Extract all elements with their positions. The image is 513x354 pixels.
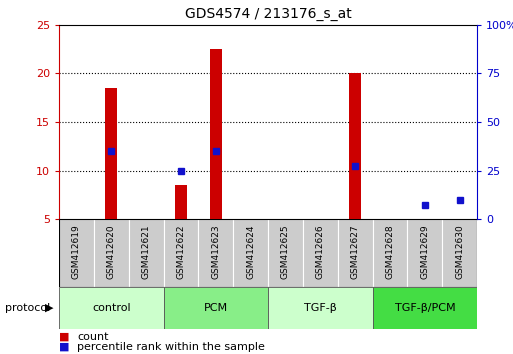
Bar <box>129 219 164 287</box>
Bar <box>372 287 477 329</box>
Text: GSM412619: GSM412619 <box>72 224 81 279</box>
Text: protocol: protocol <box>5 303 50 313</box>
Text: ▶: ▶ <box>45 303 54 313</box>
Text: ■: ■ <box>59 342 69 352</box>
Text: GSM412630: GSM412630 <box>455 224 464 279</box>
Bar <box>94 219 129 287</box>
Bar <box>175 185 187 219</box>
Text: GSM412623: GSM412623 <box>211 224 220 279</box>
Bar <box>349 73 361 219</box>
Text: GSM412621: GSM412621 <box>142 224 151 279</box>
Text: GSM412622: GSM412622 <box>176 224 185 279</box>
Bar <box>210 49 222 219</box>
Text: GSM412620: GSM412620 <box>107 224 116 279</box>
Text: TGF-β/PCM: TGF-β/PCM <box>394 303 455 313</box>
Text: TGF-β: TGF-β <box>304 303 337 313</box>
Bar <box>105 88 117 219</box>
Text: GSM412626: GSM412626 <box>316 224 325 279</box>
Bar <box>372 219 407 287</box>
Text: GSM412628: GSM412628 <box>385 224 394 279</box>
Bar <box>338 219 372 287</box>
Text: PCM: PCM <box>204 303 228 313</box>
Text: ■: ■ <box>59 332 69 342</box>
Text: GSM412627: GSM412627 <box>351 224 360 279</box>
Bar <box>233 219 268 287</box>
Text: percentile rank within the sample: percentile rank within the sample <box>77 342 265 352</box>
Text: count: count <box>77 332 108 342</box>
Bar <box>59 287 164 329</box>
Text: control: control <box>92 303 131 313</box>
Bar <box>442 219 477 287</box>
Title: GDS4574 / 213176_s_at: GDS4574 / 213176_s_at <box>185 7 351 21</box>
Bar <box>303 219 338 287</box>
Bar <box>199 219 233 287</box>
Text: GSM412624: GSM412624 <box>246 224 255 279</box>
Bar <box>164 219 199 287</box>
Text: GSM412625: GSM412625 <box>281 224 290 279</box>
Bar <box>268 219 303 287</box>
Bar <box>164 287 268 329</box>
Bar <box>59 219 94 287</box>
Text: GSM412629: GSM412629 <box>420 224 429 279</box>
Bar <box>407 219 442 287</box>
Bar <box>268 287 372 329</box>
